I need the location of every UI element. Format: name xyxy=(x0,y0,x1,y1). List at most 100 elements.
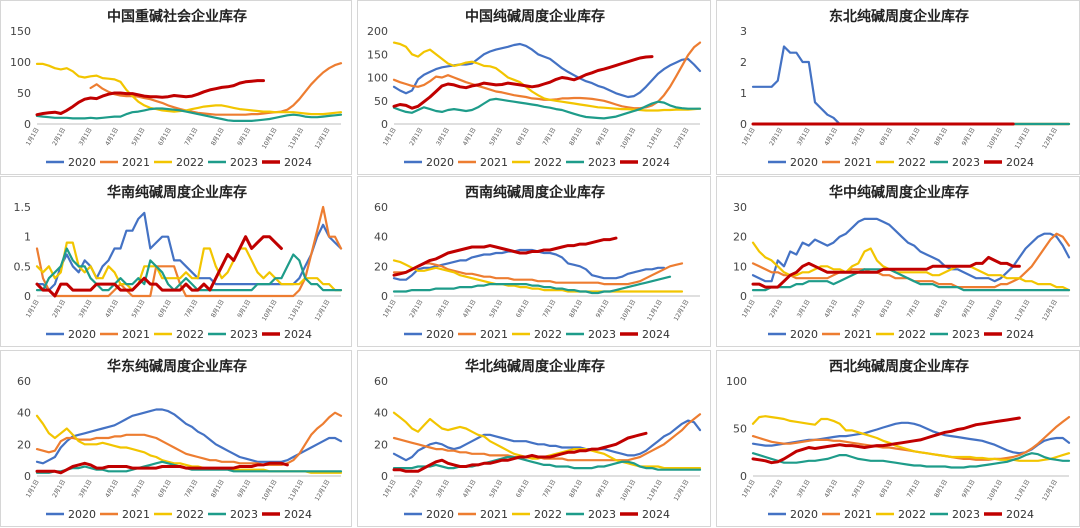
x-tick-label: 2月1日 xyxy=(768,299,784,320)
x-tick-label: 4月1日 xyxy=(823,479,839,500)
y-tick-label: 0 xyxy=(381,470,388,483)
x-tick-label: 10月1日 xyxy=(986,127,1004,151)
series-line-2023 xyxy=(751,268,1071,292)
series-line-2020 xyxy=(35,408,343,465)
x-tick-label: 2月1日 xyxy=(51,127,67,148)
x-tick-label: 7月1日 xyxy=(906,479,922,500)
x-tick-label: 3月1日 xyxy=(78,299,94,320)
legend-label: 2020 xyxy=(426,508,454,521)
chart-panel: 华南纯碱周度企业库存 0 0.5 1 1.5 1月1日 2月1日 3月1日 4月1日 5月1日 6月… xyxy=(0,176,352,347)
series-line-2020 xyxy=(751,217,1071,283)
x-tick-label: 3月1日 xyxy=(435,479,451,500)
chart-title: 华中纯碱周度企业库存 xyxy=(829,184,969,201)
x-tick-label: 4月1日 xyxy=(462,479,478,500)
y-tick-label: 30 xyxy=(733,201,747,214)
legend-label: 2020 xyxy=(790,508,818,521)
x-tick-label: 7月1日 xyxy=(542,299,558,320)
legend-label: 2020 xyxy=(68,508,96,521)
legend-label: 2024 xyxy=(642,156,670,169)
legend-label: 2022 xyxy=(176,328,204,341)
y-tick-label: 0 xyxy=(381,290,388,303)
x-tick-label: 12月1日 xyxy=(314,127,332,151)
y-tick-label: 0 xyxy=(381,118,388,131)
x-tick-label: 9月1日 xyxy=(961,127,977,148)
chart-title: 中国重碱社会企业库存 xyxy=(107,8,247,25)
legend-label: 2023 xyxy=(952,328,980,341)
x-tick-label: 7月1日 xyxy=(183,299,199,320)
legend-label: 2023 xyxy=(230,508,258,521)
y-tick-label: 0 xyxy=(740,470,747,483)
x-tick-label: 6月1日 xyxy=(515,479,531,500)
x-tick-label: 6月1日 xyxy=(515,127,531,148)
legend-label: 2022 xyxy=(898,156,926,169)
y-tick-label: 150 xyxy=(10,25,31,38)
x-tick-label: 11月1日 xyxy=(1014,479,1032,503)
x-tick-label: 10月1日 xyxy=(261,127,279,151)
x-tick-label: 2月1日 xyxy=(408,479,424,500)
y-tick-label: 50 xyxy=(733,423,747,436)
series-line-2023 xyxy=(751,452,1071,469)
y-tick-label: 1 xyxy=(24,231,31,244)
y-tick-label: 1 xyxy=(740,87,747,100)
y-tick-label: 100 xyxy=(726,375,747,388)
x-tick-label: 6月1日 xyxy=(878,299,894,320)
legend-label: 2022 xyxy=(534,328,562,341)
x-tick-label: 4月1日 xyxy=(104,479,120,500)
chart-title: 西北纯碱周度企业库存 xyxy=(829,358,969,375)
series-line-2023 xyxy=(392,97,702,120)
legend-label: 2021 xyxy=(480,156,508,169)
x-tick-label: 8月1日 xyxy=(933,127,949,148)
x-tick-label: 4月1日 xyxy=(462,127,478,148)
legend-label: 2023 xyxy=(588,508,616,521)
legend-label: 2021 xyxy=(122,508,150,521)
y-tick-label: 0 xyxy=(740,118,747,131)
legend-label: 2022 xyxy=(176,508,204,521)
legend-label: 2023 xyxy=(230,156,258,169)
series-line-2024 xyxy=(35,461,289,475)
x-tick-label: 9月1日 xyxy=(595,479,611,500)
x-tick-label: 6月1日 xyxy=(878,479,894,500)
y-tick-label: 10 xyxy=(733,260,747,273)
x-tick-label: 11月1日 xyxy=(1014,299,1032,323)
y-tick-label: 60 xyxy=(17,375,31,388)
x-tick-label: 5月1日 xyxy=(851,479,867,500)
x-tick-label: 12月1日 xyxy=(673,127,691,151)
series-line-2024 xyxy=(392,236,618,277)
y-tick-label: 150 xyxy=(367,48,388,61)
x-tick-label: 8月1日 xyxy=(210,127,226,148)
x-tick-label: 11月1日 xyxy=(287,299,305,323)
x-tick-label: 5月1日 xyxy=(131,127,147,148)
chart-panel: 华北纯碱周度企业库存 0 20 40 60 1月1日 2月1日 3月1日 4月1日 5月1日 6月1… xyxy=(357,350,711,527)
chart-panel: 华中纯碱周度企业库存 0 10 20 30 1月1日 2月1日 3月1日 4月1日 5月1日 6月1… xyxy=(716,176,1080,347)
legend-label: 2024 xyxy=(1006,508,1034,521)
series-line-2022 xyxy=(392,41,702,112)
x-tick-label: 12月1日 xyxy=(673,479,691,503)
series-line-2020 xyxy=(392,42,702,99)
chart-panel: 中国重碱社会企业库存 0 50 100 150 1月1日 2月1日 3月1日 4月1日 5月1日 6… xyxy=(0,0,352,175)
x-tick-label: 10月1日 xyxy=(261,479,279,503)
series-line-2020 xyxy=(751,45,1071,126)
x-tick-label: 12月1日 xyxy=(673,299,691,323)
x-tick-label: 9月1日 xyxy=(961,299,977,320)
y-tick-label: 0 xyxy=(24,290,31,303)
series-line-2020 xyxy=(392,419,702,462)
x-tick-label: 6月1日 xyxy=(515,299,531,320)
y-tick-label: 20 xyxy=(374,260,388,273)
series-line-2021 xyxy=(35,205,343,298)
chart-title: 东北纯碱周度企业库存 xyxy=(829,8,969,25)
x-tick-label: 3月1日 xyxy=(796,479,812,500)
x-tick-label: 7月1日 xyxy=(183,127,199,148)
x-tick-label: 3月1日 xyxy=(796,299,812,320)
x-tick-label: 11月1日 xyxy=(646,127,664,151)
x-tick-label: 11月1日 xyxy=(646,479,664,503)
chart-title: 中国纯碱周度企业库存 xyxy=(465,8,605,25)
x-tick-label: 5月1日 xyxy=(851,299,867,320)
series-line-2024 xyxy=(392,55,654,110)
legend-label: 2024 xyxy=(284,328,312,341)
series-line-2021 xyxy=(392,262,684,286)
legend-label: 2020 xyxy=(790,156,818,169)
x-tick-label: 11月1日 xyxy=(646,299,664,323)
